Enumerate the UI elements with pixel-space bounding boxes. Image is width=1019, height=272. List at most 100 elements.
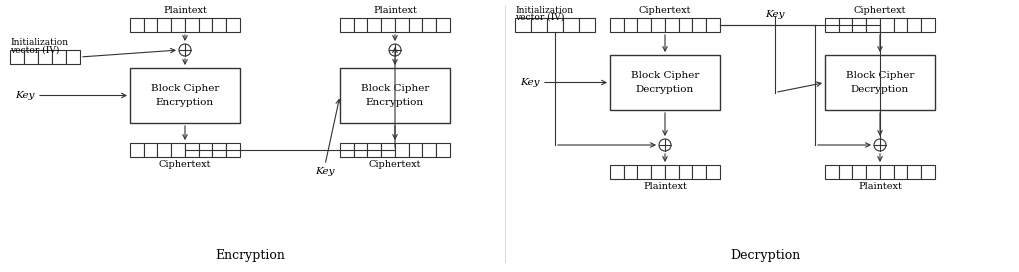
Text: Block Cipher: Block Cipher [846, 71, 914, 80]
Text: Plaintext: Plaintext [643, 182, 687, 191]
Bar [531, 18, 547, 32]
Bar [610, 18, 624, 32]
Bar [368, 18, 381, 32]
Bar [693, 18, 706, 32]
Bar [144, 143, 158, 157]
Bar [908, 165, 921, 179]
Bar [423, 143, 436, 157]
Text: Encryption: Encryption [156, 98, 214, 107]
Bar [340, 18, 354, 32]
Bar [610, 165, 624, 179]
Bar [226, 18, 240, 32]
Bar [436, 18, 450, 32]
Bar [693, 165, 706, 179]
Bar [171, 143, 185, 157]
Bar [638, 18, 651, 32]
Bar [706, 18, 720, 32]
Text: Decryption: Decryption [851, 85, 909, 94]
Bar [199, 18, 213, 32]
Text: Encryption: Encryption [366, 98, 424, 107]
Text: Block Cipher: Block Cipher [361, 84, 429, 93]
Bar [66, 50, 81, 64]
Bar [579, 18, 595, 32]
Text: Key: Key [15, 91, 35, 100]
Bar [515, 18, 531, 32]
Bar [38, 50, 52, 64]
Bar [665, 165, 679, 179]
Bar [10, 50, 24, 64]
Text: Encryption: Encryption [215, 249, 285, 261]
Bar [853, 165, 866, 179]
Bar [866, 165, 880, 179]
Bar [340, 143, 354, 157]
Bar [226, 143, 240, 157]
Bar [395, 18, 409, 32]
Text: Block Cipher: Block Cipher [151, 84, 219, 93]
Bar [624, 18, 638, 32]
Bar [381, 143, 395, 157]
Text: Block Cipher: Block Cipher [631, 71, 699, 80]
Text: Plaintext: Plaintext [373, 6, 417, 15]
Bar [825, 165, 839, 179]
Bar [185, 18, 199, 32]
Bar [894, 165, 908, 179]
Bar [894, 18, 908, 32]
Bar [395, 143, 409, 157]
Text: Ciphertext: Ciphertext [639, 6, 691, 15]
Text: Plaintext: Plaintext [858, 182, 902, 191]
Bar [436, 143, 450, 157]
Bar [158, 18, 171, 32]
Text: Decryption: Decryption [636, 85, 694, 94]
Bar [679, 165, 693, 179]
Bar [144, 18, 158, 32]
Bar [547, 18, 564, 32]
Text: Decryption: Decryption [730, 249, 800, 261]
Text: Initialization: Initialization [10, 38, 68, 47]
Text: Plaintext: Plaintext [163, 6, 207, 15]
Bar [130, 18, 144, 32]
Bar [340, 68, 450, 123]
Text: Initialization: Initialization [515, 6, 573, 15]
Circle shape [874, 139, 886, 151]
Bar [564, 18, 579, 32]
Bar [130, 68, 240, 123]
Bar [423, 18, 436, 32]
Bar [624, 165, 638, 179]
Bar [354, 143, 368, 157]
Bar [880, 18, 894, 32]
Bar [24, 50, 38, 64]
Text: Ciphertext: Ciphertext [854, 6, 906, 15]
Bar [651, 165, 665, 179]
Bar [866, 18, 880, 32]
Text: Key: Key [520, 78, 539, 87]
Bar [354, 18, 368, 32]
Text: vector (IV): vector (IV) [515, 13, 565, 22]
Bar [171, 18, 185, 32]
Bar [679, 18, 693, 32]
Circle shape [659, 139, 671, 151]
Text: Key: Key [315, 167, 335, 176]
Bar [409, 143, 423, 157]
Bar [130, 143, 144, 157]
Bar [199, 143, 213, 157]
Bar [610, 55, 720, 110]
Text: Ciphertext: Ciphertext [369, 160, 421, 169]
Circle shape [179, 44, 191, 56]
Text: vector (IV): vector (IV) [10, 46, 59, 55]
Bar [706, 165, 720, 179]
Bar [158, 143, 171, 157]
Bar [880, 165, 894, 179]
Bar [921, 18, 935, 32]
Bar [665, 18, 679, 32]
Bar [825, 18, 839, 32]
Bar [908, 18, 921, 32]
Bar [213, 143, 226, 157]
Bar [368, 143, 381, 157]
Bar [853, 18, 866, 32]
Bar [409, 18, 423, 32]
Text: Key: Key [765, 10, 785, 19]
Bar [921, 165, 935, 179]
Bar [839, 165, 853, 179]
Bar [839, 18, 853, 32]
Text: Ciphertext: Ciphertext [159, 160, 211, 169]
